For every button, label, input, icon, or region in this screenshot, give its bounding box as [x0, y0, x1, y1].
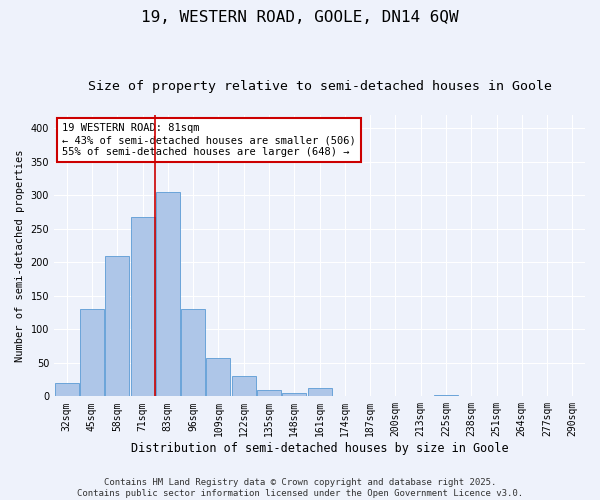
Bar — [206, 358, 230, 397]
Text: 19 WESTERN ROAD: 81sqm
← 43% of semi-detached houses are smaller (506)
55% of se: 19 WESTERN ROAD: 81sqm ← 43% of semi-det… — [62, 124, 356, 156]
Bar — [156, 192, 180, 396]
X-axis label: Distribution of semi-detached houses by size in Goole: Distribution of semi-detached houses by … — [131, 442, 508, 455]
Bar — [131, 217, 155, 396]
Bar — [434, 395, 458, 396]
Title: Size of property relative to semi-detached houses in Goole: Size of property relative to semi-detach… — [88, 80, 551, 93]
Bar — [80, 310, 104, 396]
Y-axis label: Number of semi-detached properties: Number of semi-detached properties — [15, 150, 25, 362]
Bar — [105, 256, 129, 396]
Bar — [232, 376, 256, 396]
Text: 19, WESTERN ROAD, GOOLE, DN14 6QW: 19, WESTERN ROAD, GOOLE, DN14 6QW — [141, 10, 459, 25]
Bar — [181, 310, 205, 396]
Text: Contains HM Land Registry data © Crown copyright and database right 2025.
Contai: Contains HM Land Registry data © Crown c… — [77, 478, 523, 498]
Bar — [282, 393, 306, 396]
Bar — [257, 390, 281, 396]
Bar — [55, 383, 79, 396]
Bar — [308, 388, 332, 396]
